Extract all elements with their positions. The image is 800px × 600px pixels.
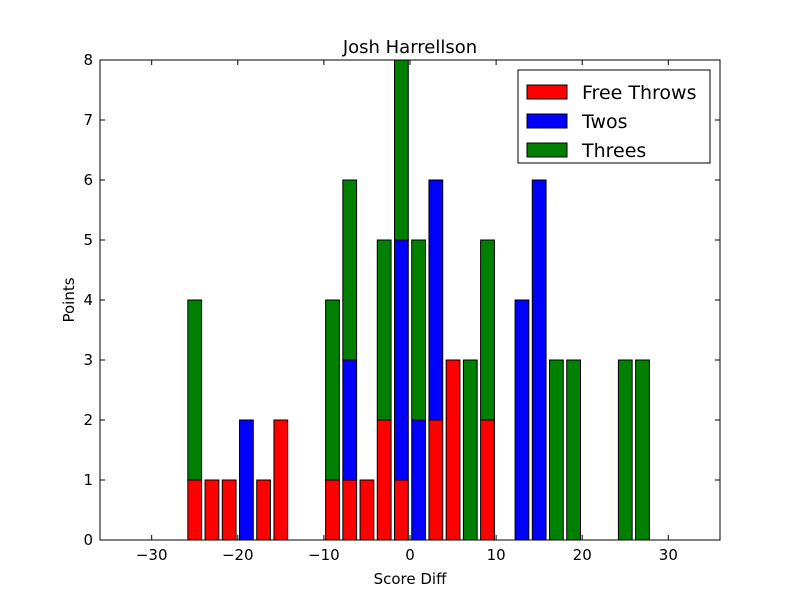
bar-threes--9 [325,299,340,481]
bar-free-throws--7 [342,479,358,541]
x-axis-label: Score Diff [374,570,447,588]
bar-threes--7 [342,179,358,361]
x-tick-label: −30 [136,546,168,564]
bar-free-throws--9 [325,479,340,541]
legend-label: Threes [581,140,646,162]
y-tick-label: 7 [83,111,93,129]
bar-free-throws-3 [428,419,444,541]
bar-free-throws--15 [273,419,289,541]
chart-title: Josh Harrellson [342,37,477,58]
bar-threes-25 [617,359,633,541]
x-tick-label: −10 [308,546,340,564]
y-tick-label: 0 [83,531,93,549]
y-tick-label: 5 [83,231,93,249]
bar-twos-3 [428,179,444,421]
bar-twos--1 [394,239,409,481]
bar-twos--19 [239,419,254,541]
legend-swatch [526,84,568,100]
y-tick-label: 2 [83,411,93,429]
bar-threes-17 [549,359,564,541]
legend-swatch [526,113,568,129]
y-tick-label: 4 [83,291,93,309]
bar-threes-7 [462,359,478,541]
y-axis-label: Points [60,277,78,322]
bar-threes-19 [566,359,581,541]
bar-threes-27 [635,359,650,541]
y-tick-label: 8 [83,51,93,69]
legend-label: Free Throws [582,82,696,104]
x-tick-label: 30 [659,546,678,564]
bar-free-throws--17 [256,479,272,541]
plot-frame [99,59,721,541]
bar-free-throws-5 [445,359,461,541]
bar-free-throws--25 [187,479,203,541]
x-tick-label: 20 [573,546,592,564]
y-tick-label: 1 [83,471,93,489]
y-tick-label: 3 [83,351,93,369]
bar-free-throws--1 [394,479,409,541]
bar-threes-9 [480,239,495,421]
y-tick-label: 6 [83,171,93,189]
bar-threes--25 [187,299,203,481]
bar-twos-13 [514,299,530,541]
bar-twos-15 [531,179,547,541]
x-tick-label: −20 [222,546,254,564]
bar-threes-1 [411,239,427,421]
legend-label: Twos [581,111,628,133]
bar-threes--3 [376,239,392,421]
bar-free-throws--21 [221,479,237,541]
x-tick-label: 10 [487,546,506,564]
bar-threes--1 [394,59,409,241]
bar-twos--7 [342,359,358,481]
legend-swatch [526,142,568,158]
bar-free-throws--23 [204,479,220,541]
bar-free-throws--3 [376,419,392,541]
bar-free-throws-9 [480,419,495,541]
bar-twos-1 [411,419,427,541]
axis-ticks: −30 −20 −10 0 10 20 30 0 1 2 3 4 5 6 7 8 [83,51,720,564]
x-tick-label: 0 [405,546,415,564]
bar-free-throws--5 [359,479,375,541]
bars [187,59,650,541]
legend: Free Throws Twos Threes [517,69,711,164]
